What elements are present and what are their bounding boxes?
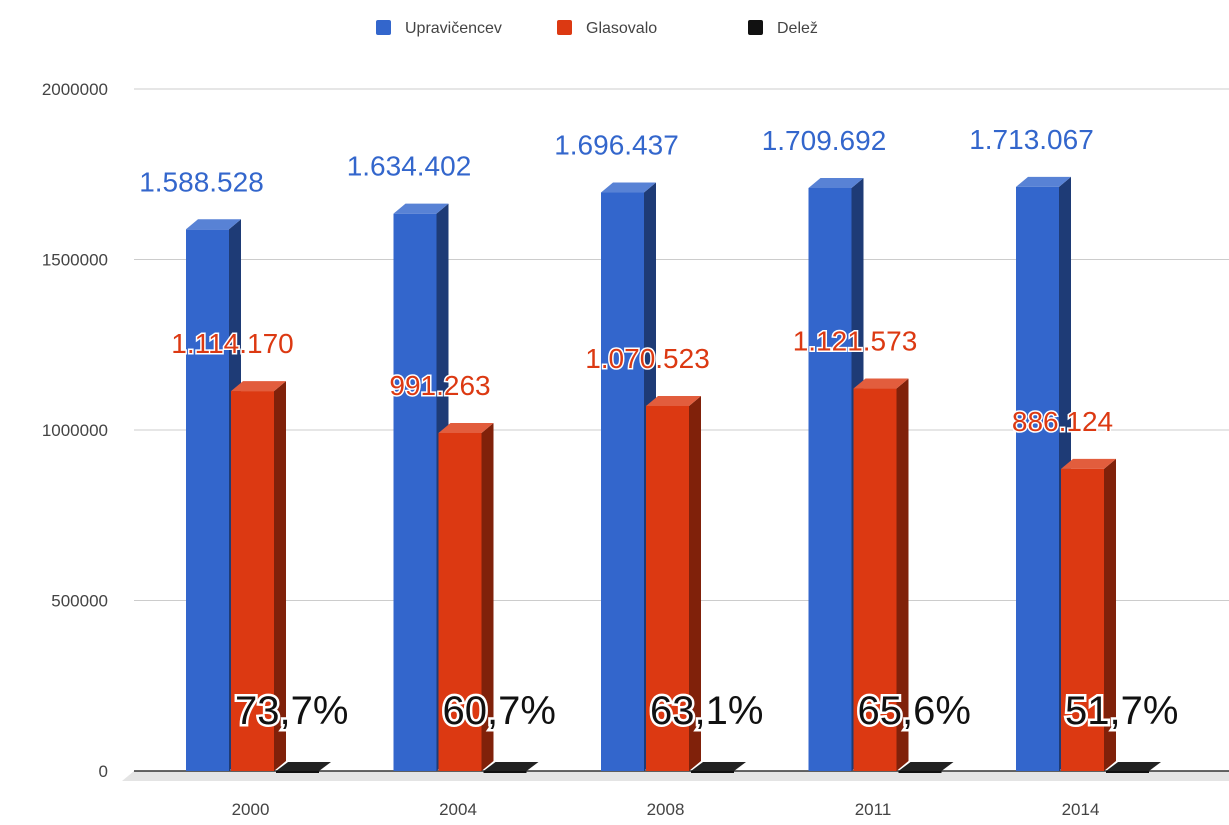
- data-label-delez-2004: 60,7%: [443, 689, 556, 733]
- data-label-glasovalo-2004: 991.263: [389, 370, 490, 401]
- bar-front: [898, 771, 942, 773]
- bar-front: [483, 771, 527, 773]
- data-label-glasovalo-2014: 886.124: [1012, 406, 1113, 437]
- bar-side: [274, 381, 286, 771]
- legend-swatch-1: [557, 20, 572, 35]
- y-tick-label-2: 1000000: [42, 421, 108, 440]
- x-tick-label-2000: 2000: [232, 800, 270, 819]
- bar-front: [393, 213, 437, 771]
- y-tick-label-1: 500000: [51, 592, 108, 611]
- bar-top: [231, 381, 286, 392]
- bar-front: [438, 432, 482, 771]
- bar-front: [276, 771, 319, 773]
- bar-top: [1016, 176, 1071, 187]
- y-tick-label-3: 1500000: [42, 251, 108, 270]
- bar-top: [393, 203, 449, 214]
- y-tick-label-4: 2000000: [42, 80, 108, 99]
- data-label-delez-2011: 65,6%: [858, 689, 971, 733]
- bar-top: [1061, 458, 1116, 469]
- x-tick-label-2008: 2008: [647, 800, 685, 819]
- bar-glasovalo-2008: [646, 395, 701, 771]
- bar-dele-2014: [1106, 762, 1161, 773]
- legend: Upravičencev Glasovalo Delež: [376, 20, 818, 37]
- bar-top: [808, 177, 864, 188]
- legend-label-1: Glasovalo: [586, 20, 657, 37]
- bar-top: [276, 762, 331, 771]
- bar-glasovalo-2014: [1061, 458, 1116, 771]
- data-label-delez-2000: 73,7%: [235, 689, 348, 733]
- bar-front: [1061, 468, 1104, 771]
- x-tick-label-2011: 2011: [855, 800, 892, 819]
- legend-swatch-2: [748, 20, 763, 35]
- y-tick-label-0: 0: [99, 762, 108, 781]
- bar-dele-2004: [483, 762, 539, 773]
- data-label-delez-2008: 63,1%: [650, 689, 763, 733]
- bar-top: [853, 378, 909, 389]
- bar-top: [1106, 762, 1161, 771]
- bar-front: [1106, 771, 1149, 773]
- bar-top: [601, 182, 656, 193]
- x-tick-label-2004: 2004: [439, 800, 477, 819]
- bar-top: [483, 762, 539, 771]
- bar-front: [808, 187, 852, 772]
- bar-side: [896, 378, 909, 771]
- data-label-upravicencev-2014: 1.713.067: [969, 124, 1094, 155]
- bar-side: [689, 395, 701, 771]
- x-axis: 2000 2004 2008 2011 2014: [232, 800, 1100, 819]
- data-label-upravicencev-2008: 1.696.437: [554, 130, 679, 161]
- bar-top: [646, 395, 701, 406]
- data-label-glasovalo-2008: 1.070.523: [585, 343, 710, 374]
- bar-dele-2011: [898, 762, 954, 773]
- data-label-upravicencev-2011: 1.709.692: [762, 125, 887, 156]
- y-axis: 0 500000 1000000 1500000 2000000: [42, 80, 108, 781]
- floor-plane: [122, 771, 1229, 781]
- legend-label-0: Upravičencev: [405, 20, 502, 37]
- bar-glasovalo-2000: [231, 381, 286, 771]
- bar-front: [646, 405, 689, 771]
- bar-top: [898, 762, 954, 771]
- bar-front: [186, 229, 229, 771]
- data-label-upravicencev-2000: 1.588.528: [139, 166, 264, 197]
- data-labels: 1.588.528 1.114.170 73,7% 1.634.402 991.263 6…: [139, 124, 1181, 736]
- bar-top: [438, 422, 494, 433]
- data-label-upravicencev-2004: 1.634.402: [347, 151, 472, 182]
- legend-label-2: Delež: [777, 20, 818, 37]
- bar-front: [691, 771, 734, 773]
- x-tick-label-2014: 2014: [1062, 800, 1100, 819]
- bar-top: [691, 762, 746, 771]
- bar-glasovalo-2011: [853, 378, 909, 771]
- bar-front: [601, 192, 644, 771]
- bar-side: [481, 422, 494, 771]
- bar-dele-2000: [276, 762, 331, 773]
- bar-top: [186, 219, 241, 230]
- bars: [186, 176, 1161, 773]
- data-label-glasovalo-2011: 1.121.573: [793, 326, 918, 357]
- bar-front: [853, 388, 897, 771]
- legend-swatch-0: [376, 20, 391, 35]
- bar-glasovalo-2004: [438, 422, 494, 771]
- bar-side: [1104, 458, 1116, 771]
- bar-front: [231, 391, 274, 771]
- data-label-glasovalo-2000: 1.114.170: [171, 328, 294, 359]
- bar-front: [1016, 186, 1059, 772]
- data-label-delez-2014: 51,7%: [1065, 689, 1178, 733]
- bar-dele-2008: [691, 762, 746, 773]
